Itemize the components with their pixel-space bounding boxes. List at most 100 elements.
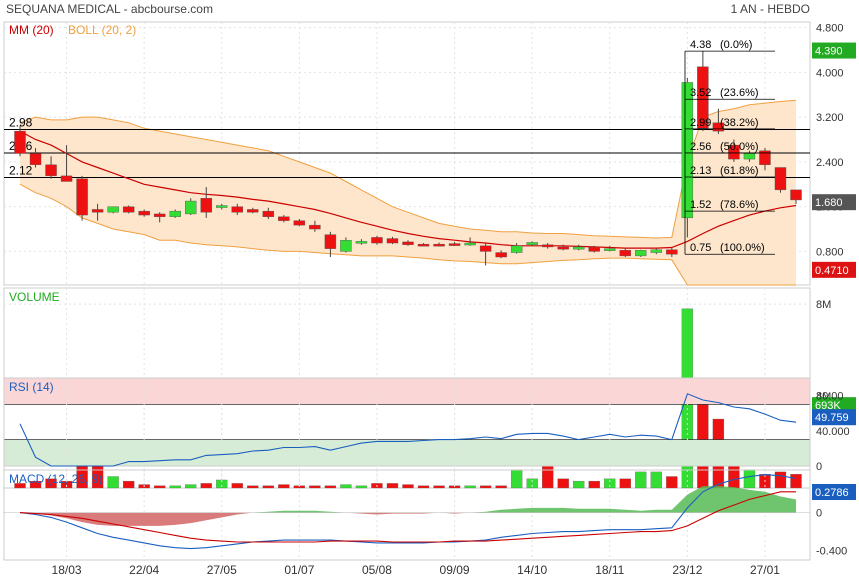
candle [619, 250, 631, 257]
fibonacci-level-percent: (0.0%) [720, 39, 752, 51]
volume-bar [386, 483, 399, 489]
volume-bar [542, 464, 554, 489]
fibonacci-level-percent: (78.6%) [720, 199, 759, 211]
macd-histogram-negative [20, 512, 470, 526]
candle [247, 209, 259, 213]
volume-bar [185, 484, 197, 489]
volume-bar [464, 485, 476, 489]
candle [774, 167, 787, 191]
rsi-panel: 80.00 40.000 0 RSI (14) 49.759 [3, 377, 856, 473]
volume-bar [231, 483, 243, 489]
rsi-badge-bg [812, 409, 856, 426]
x-tick-label: 01/07 [284, 563, 314, 577]
fibonacci-level-percent: (23.6%) [720, 87, 759, 99]
candle [138, 210, 150, 216]
fibonacci-level-percent: (38.2%) [720, 117, 759, 129]
macd-panel: 0 -0.400 MACD (12, 26, 9) 0.2786 [3, 469, 856, 561]
volume-bar [122, 480, 135, 489]
rsi-title: RSI (14) [9, 380, 54, 394]
rsi-badge: 49.759 [815, 412, 849, 424]
candle [91, 209, 104, 213]
candle [324, 234, 337, 249]
candle [433, 243, 445, 247]
price-badge: 0.4710 [815, 265, 849, 277]
candle [107, 206, 119, 213]
chart-title: SEQUANA MEDICAL - abcbourse.com [6, 2, 213, 16]
candle [526, 242, 538, 245]
price-panel: 4.8004.0003.2002.4001.6000.8002.982.562.… [3, 21, 856, 286]
volume-bar [402, 484, 414, 489]
candle [386, 238, 399, 244]
fibonacci-level-percent: (100.0%) [720, 242, 765, 254]
candle [355, 241, 368, 244]
rsi-tick-label: 0 [816, 461, 822, 473]
volume-bar [309, 485, 321, 489]
candle [153, 213, 166, 217]
volume-bar [526, 478, 538, 489]
price-badge: 1.680 [815, 197, 843, 209]
volume-bar [340, 484, 352, 489]
support-level-label: 2.12 [9, 164, 33, 178]
fibonacci-level-value: 2.99 [690, 117, 711, 129]
candle [712, 122, 725, 132]
rsi-line [19, 393, 797, 467]
volume-bar [417, 485, 430, 489]
candle [541, 244, 554, 248]
fibonacci-level-percent: (50.0%) [720, 141, 759, 153]
candle [340, 240, 352, 252]
candle [510, 245, 523, 253]
macd-badge-bg [812, 484, 856, 500]
x-tick-label: 27/05 [207, 563, 237, 577]
candle [262, 210, 275, 217]
candle [790, 189, 802, 201]
volume-badge: 693K [815, 400, 841, 412]
macd-histogram-positive [20, 486, 796, 513]
candle [371, 237, 383, 244]
volume-bar [557, 478, 569, 489]
volume-bar [433, 485, 445, 489]
fibonacci-level-percent: (61.8%) [720, 165, 759, 177]
candle [200, 198, 212, 213]
volume-tick-label: 8M [816, 299, 831, 311]
fibonacci-level-value: 0.75 [690, 242, 711, 254]
macd-title: MACD (12, 26, 9) [9, 472, 102, 486]
volume-bar [45, 478, 57, 489]
price-badge: 4.390 [815, 46, 843, 58]
volume-bar [247, 485, 259, 489]
candle [231, 206, 243, 213]
x-tick-label: 05/08 [362, 563, 392, 577]
rsi-tick-label: 40.000 [816, 426, 850, 438]
candle [448, 243, 461, 246]
volume-bar [619, 478, 631, 489]
candle [60, 175, 73, 182]
x-axis: 18/03 22/04 27/05 01/07 05/08 09/09 14/10 18/11… [52, 563, 781, 577]
candle [557, 246, 569, 250]
x-tick-label: 27/01 [750, 563, 780, 577]
candle [402, 241, 414, 245]
candle [278, 216, 290, 221]
volume-bar [790, 474, 802, 489]
period-label: 1 AN - HEBDO [731, 2, 810, 16]
volume-bar [573, 480, 585, 489]
volume-bar [479, 485, 492, 489]
macd-panel-frame [3, 469, 811, 561]
price-tick-label: 0.800 [816, 246, 844, 258]
x-tick-label: 22/04 [129, 563, 159, 577]
volume-badge-bg [812, 397, 856, 414]
volume-bar [14, 483, 26, 489]
price-tick-label: 4.800 [816, 23, 844, 35]
candle [122, 206, 135, 213]
candle [169, 210, 181, 217]
fibonacci-level-value: 4.38 [690, 39, 711, 51]
candle [666, 249, 678, 255]
volume-bar [743, 469, 756, 489]
candle [216, 205, 228, 208]
fibonacci-level-value: 3.52 [690, 87, 711, 99]
volume-bar [355, 485, 368, 489]
candle [728, 144, 740, 160]
price-tick-label: 2.400 [816, 157, 844, 169]
legend-bollinger: BOLL (20, 2) [68, 23, 136, 37]
volume-bar [774, 471, 787, 489]
candle [681, 82, 694, 219]
candle [573, 246, 585, 250]
